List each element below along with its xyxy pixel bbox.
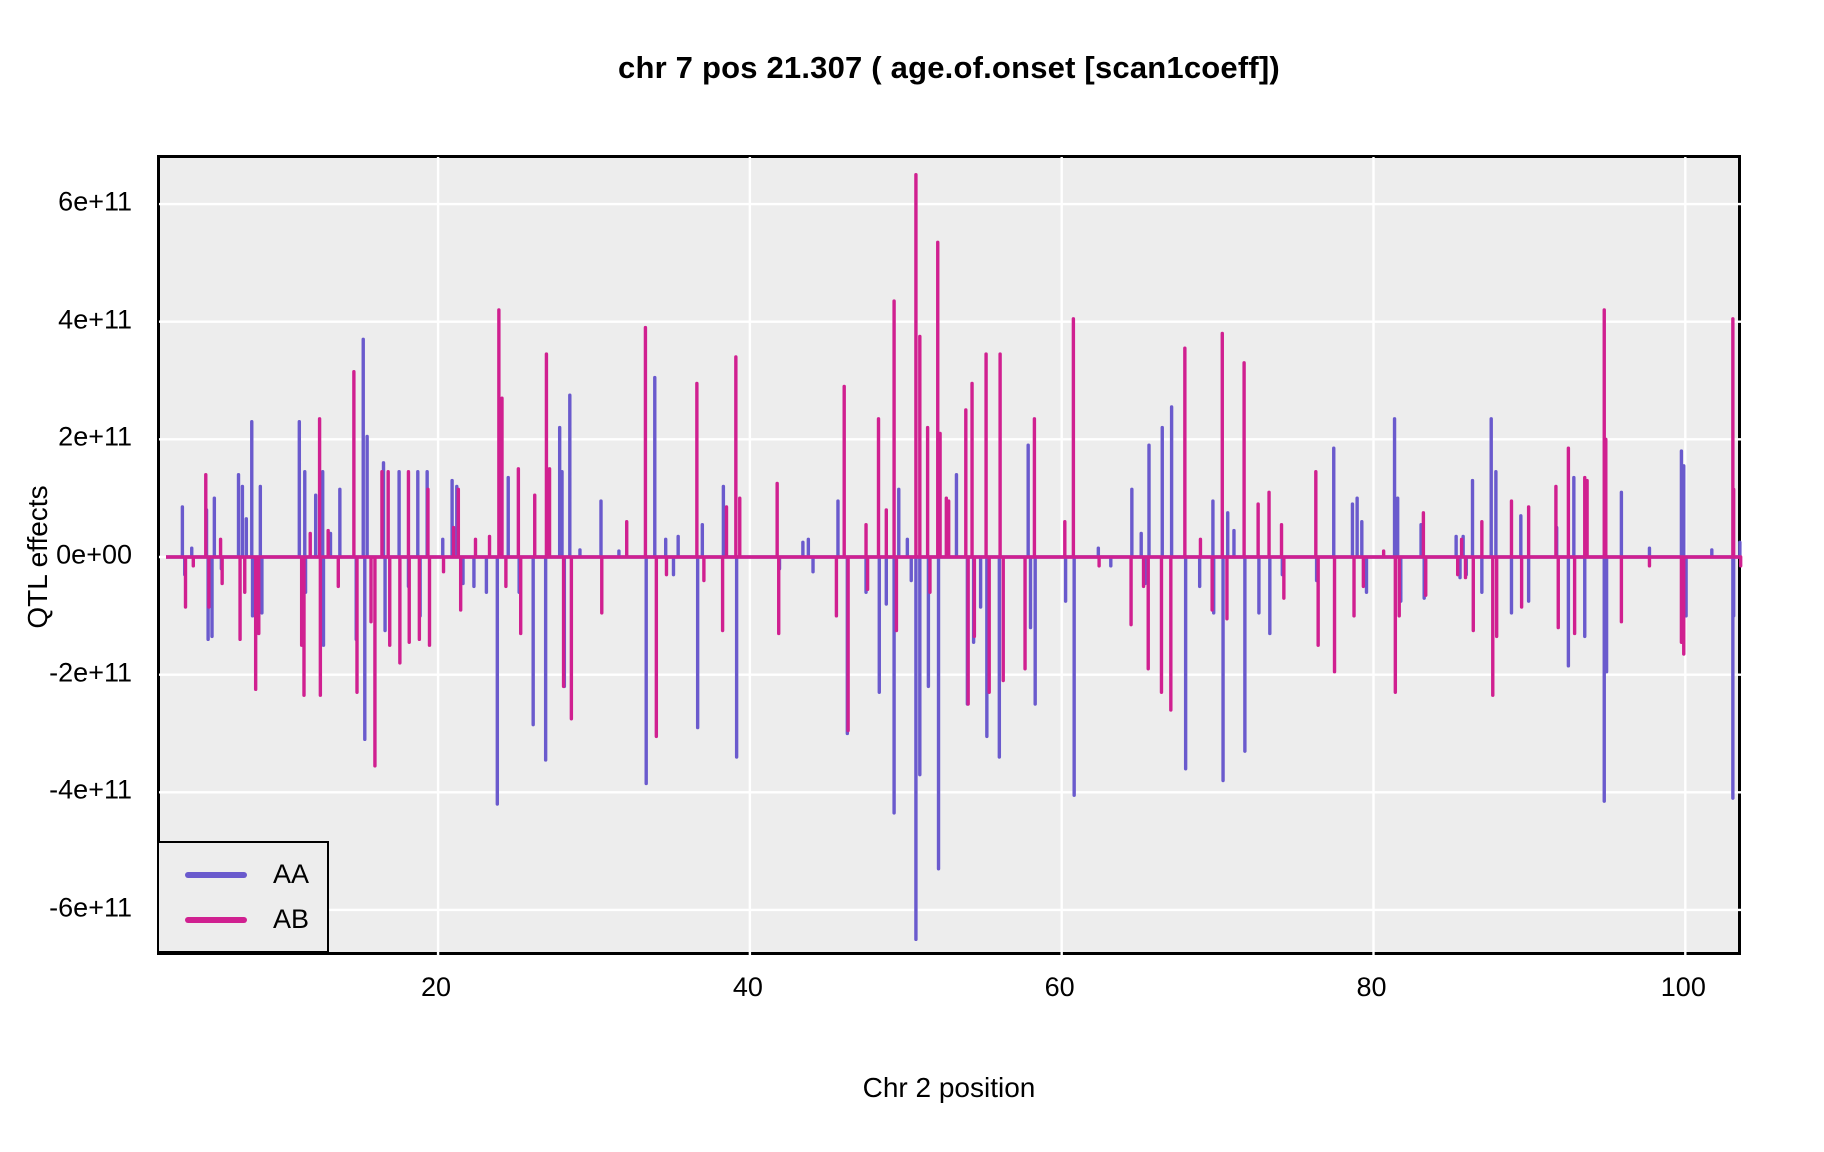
plot-panel <box>157 155 1743 957</box>
legend-label: AB <box>273 904 310 934</box>
x-tick-label: 80 <box>1356 972 1387 1002</box>
y-tick-label: 6e+11 <box>58 186 132 217</box>
y-tick-label: 4e+11 <box>58 304 132 335</box>
x-tick-label: 40 <box>732 972 763 1002</box>
legend-line-swatch <box>185 871 247 878</box>
legend-line-swatch <box>185 916 247 923</box>
chart-title: chr 7 pos 21.307 ( age.of.onset [scan1co… <box>618 50 1280 85</box>
y-tick-label: -6e+11 <box>49 892 132 923</box>
legend-item: AA <box>185 859 327 890</box>
x-tick-label: 20 <box>421 972 452 1002</box>
y-tick-label: -4e+11 <box>49 774 132 805</box>
legend: AA AB <box>157 841 329 953</box>
y-tick-label: 2e+11 <box>58 421 132 452</box>
x-tick-label: 60 <box>1044 972 1075 1002</box>
y-tick-label: 0e+00 <box>56 539 132 570</box>
y-tick-label: -2e+11 <box>49 657 132 688</box>
legend-label: AA <box>273 859 310 889</box>
legend-item: AB <box>185 904 327 935</box>
x-axis-title: Chr 2 position <box>862 1072 1036 1103</box>
x-tick-label: 100 <box>1660 972 1706 1002</box>
plot-area <box>159 157 1743 957</box>
